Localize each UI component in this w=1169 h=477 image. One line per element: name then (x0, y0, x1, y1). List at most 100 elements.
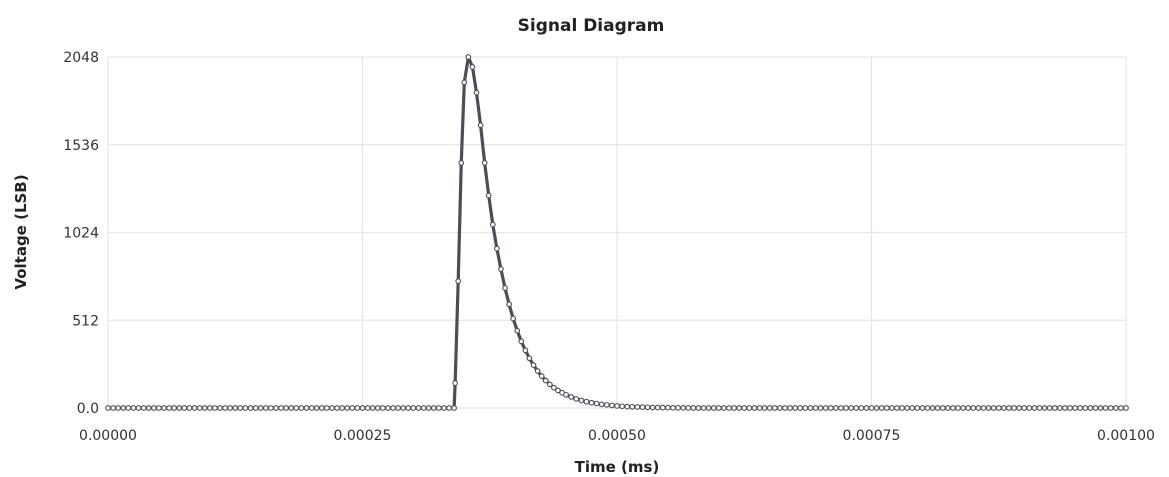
data-point (201, 405, 208, 411)
data-point (410, 405, 417, 411)
x-tick-label: 0.00050 (588, 428, 646, 444)
data-point (196, 405, 203, 411)
data-point (489, 221, 496, 228)
data-point (929, 405, 936, 411)
data-point (237, 405, 244, 411)
data-point (578, 397, 585, 404)
chart-title: Signal Diagram (518, 16, 665, 36)
data-point (1011, 405, 1017, 411)
data-point (262, 405, 269, 411)
data-point (247, 405, 254, 411)
data-point (715, 405, 722, 411)
data-point (761, 405, 768, 411)
data-point (1077, 405, 1084, 411)
data-point (115, 405, 122, 411)
data-point (156, 405, 162, 411)
data-point (514, 327, 521, 334)
data-point (477, 122, 484, 129)
data-point (186, 405, 193, 411)
data-point (364, 405, 371, 411)
data-point (212, 405, 218, 411)
data-point (1123, 405, 1129, 411)
data-point (458, 160, 465, 166)
data-point (430, 405, 437, 411)
series-points (105, 54, 1129, 411)
data-point (542, 377, 549, 384)
data-point (359, 405, 366, 411)
data-point (452, 380, 458, 387)
data-point (878, 405, 885, 411)
data-point (1107, 405, 1114, 411)
data-point (1046, 405, 1053, 411)
data-point (934, 405, 941, 411)
data-point (787, 405, 793, 411)
data-point (485, 192, 492, 199)
data-point (324, 405, 330, 411)
data-point (400, 405, 407, 411)
data-point (965, 405, 972, 411)
data-point (140, 405, 147, 411)
data-point (853, 405, 860, 411)
data-point (919, 405, 926, 411)
data-point (883, 405, 890, 411)
data-point (308, 405, 315, 411)
data-point (473, 89, 480, 96)
data-point (369, 405, 376, 411)
data-point (481, 160, 488, 166)
data-point (583, 398, 590, 405)
data-point (914, 405, 921, 411)
data-point (904, 405, 910, 411)
y-tick-label: 0.0 (77, 401, 99, 417)
y-tick-label: 1536 (63, 138, 99, 154)
data-point (568, 394, 575, 400)
data-point (868, 405, 875, 411)
data-point (506, 301, 512, 308)
data-point (395, 405, 401, 411)
data-point (257, 405, 264, 411)
data-point (334, 405, 340, 411)
data-point (1041, 405, 1048, 411)
data-point (494, 245, 500, 252)
data-point (1006, 405, 1012, 411)
data-point (390, 405, 396, 411)
data-point (339, 405, 345, 411)
data-point (268, 405, 274, 411)
data-point (634, 404, 641, 410)
data-point (639, 404, 646, 410)
data-point (534, 368, 541, 374)
data-point (166, 405, 172, 411)
data-point (120, 405, 127, 411)
data-point (1056, 405, 1063, 411)
data-point (649, 404, 656, 411)
data-point (530, 362, 537, 369)
data-point (588, 399, 595, 406)
data-point (675, 404, 681, 411)
data-point (797, 405, 804, 411)
data-point (848, 405, 854, 411)
y-tick-label: 1024 (63, 226, 99, 242)
data-point (441, 405, 447, 411)
data-point (1112, 405, 1119, 411)
data-point (609, 402, 615, 409)
data-point (695, 405, 702, 411)
data-point (955, 405, 961, 411)
data-point (1021, 405, 1028, 411)
data-point (970, 405, 977, 411)
data-point (469, 64, 476, 70)
data-point (436, 405, 442, 411)
data-point (354, 405, 361, 411)
data-point (751, 405, 758, 411)
data-point (573, 396, 580, 402)
data-point (654, 404, 661, 411)
data-point (690, 405, 697, 411)
data-point (1031, 405, 1038, 411)
data-point (374, 405, 381, 411)
data-point (950, 405, 956, 411)
data-point (555, 387, 561, 394)
data-point (313, 405, 320, 411)
data-point (232, 405, 239, 411)
data-point (298, 405, 305, 411)
data-point (894, 405, 900, 411)
data-point (685, 404, 692, 411)
data-point (593, 400, 600, 407)
